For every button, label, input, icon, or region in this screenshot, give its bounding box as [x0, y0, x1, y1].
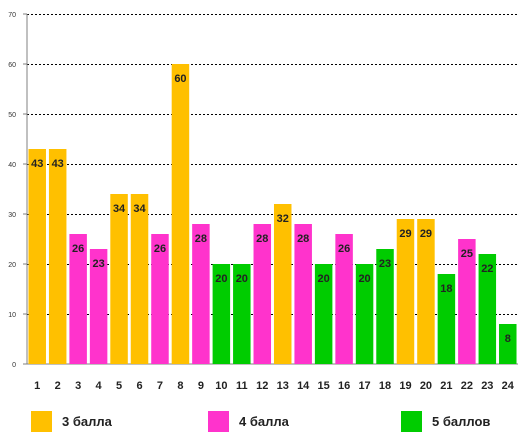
gridlines — [27, 14, 518, 365]
bar-5 — [110, 194, 128, 364]
x-tick-label-12: 12 — [256, 380, 268, 392]
bar-4 — [89, 249, 108, 364]
y-tick-label: 70 — [8, 12, 16, 19]
bar-21 — [437, 274, 456, 364]
x-tick-label-7: 7 — [157, 380, 163, 392]
bar-14 — [294, 224, 312, 364]
bar-3 — [69, 234, 87, 364]
x-tick-label-2: 2 — [55, 380, 61, 392]
data-label-23: 22 — [481, 263, 493, 275]
bar-2 — [48, 149, 67, 364]
x-tick-label-10: 10 — [215, 380, 227, 392]
y-axis-ticks: 0 10 20 30 40 50 60 70 — [8, 12, 28, 369]
x-tick-label-9: 9 — [198, 380, 204, 392]
bar-19 — [396, 219, 415, 364]
data-label-22: 25 — [461, 248, 473, 260]
x-tick-label-1: 1 — [34, 380, 40, 392]
data-label-1: 43 — [31, 158, 43, 170]
data-label-6: 34 — [133, 203, 146, 215]
x-tick-label-18: 18 — [379, 380, 391, 392]
bar-1 — [28, 149, 46, 364]
y-tick-label: 50 — [8, 112, 16, 119]
bars — [28, 64, 517, 364]
x-tick-label-8: 8 — [177, 380, 183, 392]
legend-label-3: 3 балла — [62, 413, 112, 429]
bar-13 — [273, 204, 292, 364]
data-label-13: 32 — [277, 213, 289, 225]
x-tick-label-13: 13 — [277, 380, 289, 392]
x-tick-label-17: 17 — [358, 380, 370, 392]
x-tick-label-24: 24 — [502, 380, 515, 392]
data-label-2: 43 — [52, 158, 64, 170]
bar-9 — [192, 224, 210, 364]
data-label-20: 29 — [420, 228, 432, 240]
data-label-18: 23 — [379, 258, 391, 270]
x-tick-label-23: 23 — [481, 380, 493, 392]
x-tick-label-22: 22 — [461, 380, 473, 392]
bar-16 — [335, 234, 353, 364]
bar-7 — [151, 234, 169, 364]
data-label-5: 34 — [113, 203, 126, 215]
legend-item-3: 3 балла — [31, 408, 112, 434]
x-tick-label-16: 16 — [338, 380, 350, 392]
y-tick-label: 10 — [8, 312, 16, 319]
legend-swatch-5 — [401, 410, 422, 432]
data-label-4: 23 — [92, 258, 104, 270]
bar-22 — [458, 239, 476, 364]
x-axis-ticks: 1 2 3 4 5 6 7 8 9 10 11 12 13 14 15 16 17 18 19 20 21 22 23 24 — [34, 380, 515, 392]
legend-label-4: 4 балла — [239, 413, 289, 429]
bar-11 — [233, 264, 251, 364]
legend-swatch-4 — [208, 410, 229, 432]
x-tick-label-14: 14 — [297, 380, 310, 392]
y-tick-label: 40 — [8, 162, 16, 169]
data-label-3: 26 — [72, 243, 84, 255]
bar-12 — [253, 224, 272, 364]
x-tick-label-3: 3 — [75, 380, 81, 392]
bar-23 — [478, 254, 497, 364]
x-tick-label-4: 4 — [96, 380, 103, 392]
bar-24 — [499, 324, 517, 364]
bar-10 — [212, 264, 231, 364]
data-label-12: 28 — [256, 233, 268, 245]
x-tick-label-5: 5 — [116, 380, 122, 392]
y-tick-label: 60 — [8, 62, 16, 69]
x-tick-label-6: 6 — [136, 380, 142, 392]
x-tick-label-21: 21 — [440, 380, 452, 392]
data-label-11: 20 — [236, 273, 248, 285]
data-label-19: 29 — [399, 228, 411, 240]
x-tick-label-11: 11 — [236, 380, 248, 392]
bar-18 — [376, 249, 394, 364]
bar-20 — [417, 219, 435, 364]
data-label-16: 26 — [338, 243, 350, 255]
legend-label-5: 5 баллов — [432, 413, 491, 429]
data-label-9: 28 — [195, 233, 207, 245]
data-labels: 43 43 26 23 34 34 26 60 28 20 20 28 32 28 20 26 20 23 29 29… — [31, 73, 511, 345]
data-label-8: 60 — [174, 73, 186, 85]
bar-8 — [171, 64, 190, 364]
bar-15 — [314, 264, 333, 364]
data-label-10: 20 — [215, 273, 227, 285]
legend-item-4: 4 балла — [208, 408, 289, 434]
bar-6 — [130, 194, 149, 364]
data-label-17: 20 — [358, 273, 370, 285]
bar-17 — [355, 264, 374, 364]
data-label-24: 8 — [505, 333, 511, 345]
y-tick-label: 20 — [8, 262, 16, 269]
data-label-21: 18 — [440, 283, 452, 295]
x-tick-label-20: 20 — [420, 380, 432, 392]
data-label-14: 28 — [297, 233, 309, 245]
data-label-15: 20 — [318, 273, 330, 285]
y-tick-label: 30 — [8, 212, 16, 219]
x-tick-label-15: 15 — [318, 380, 330, 392]
data-label-7: 26 — [154, 243, 166, 255]
y-tick-label: 0 — [12, 362, 16, 369]
legend-swatch-3 — [31, 410, 52, 432]
legend-item-5: 5 баллов — [401, 408, 490, 434]
x-tick-label-19: 19 — [399, 380, 411, 392]
